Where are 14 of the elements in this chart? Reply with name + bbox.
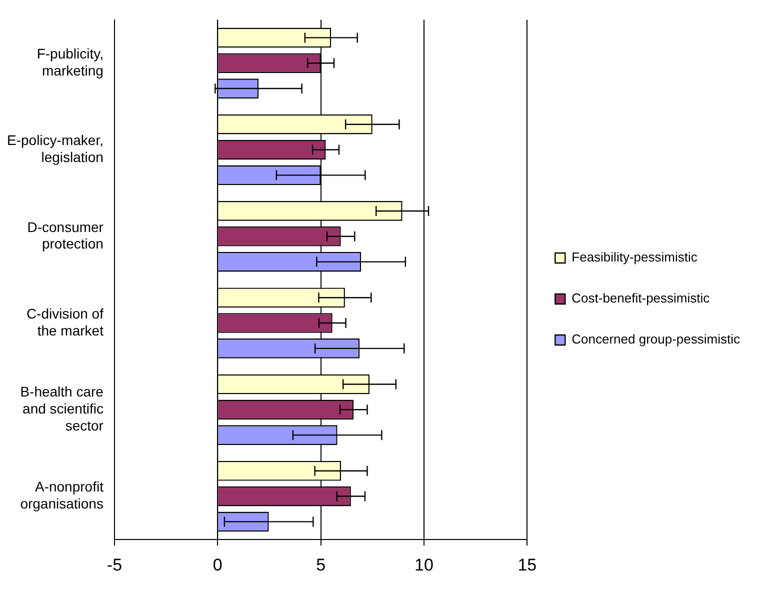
x-tick-label: 0 xyxy=(212,555,222,574)
legend-label: Concerned group-pessimistic xyxy=(572,332,740,347)
y-tick-label: D-consumer protection xyxy=(27,218,104,252)
y-tick-label: B-health care and scientific sector xyxy=(20,384,104,434)
x-tick-label: 15 xyxy=(518,555,537,574)
legend-label: Cost-benefit-pessimistic xyxy=(572,290,710,306)
y-tick-label: A-nonprofit organisations xyxy=(20,478,104,512)
x-tick-label: 5 xyxy=(316,555,326,574)
y-tick-label: E-policy-maker, legislation xyxy=(7,132,104,166)
y-tick-label: C-division of the market xyxy=(26,305,104,338)
x-tick-label: -5 xyxy=(106,555,122,574)
x-tick-label: 10 xyxy=(414,555,434,574)
legend-label: Feasibility-pessimistic xyxy=(572,250,698,265)
y-tick-label: F-publicity, marketing xyxy=(36,46,104,78)
